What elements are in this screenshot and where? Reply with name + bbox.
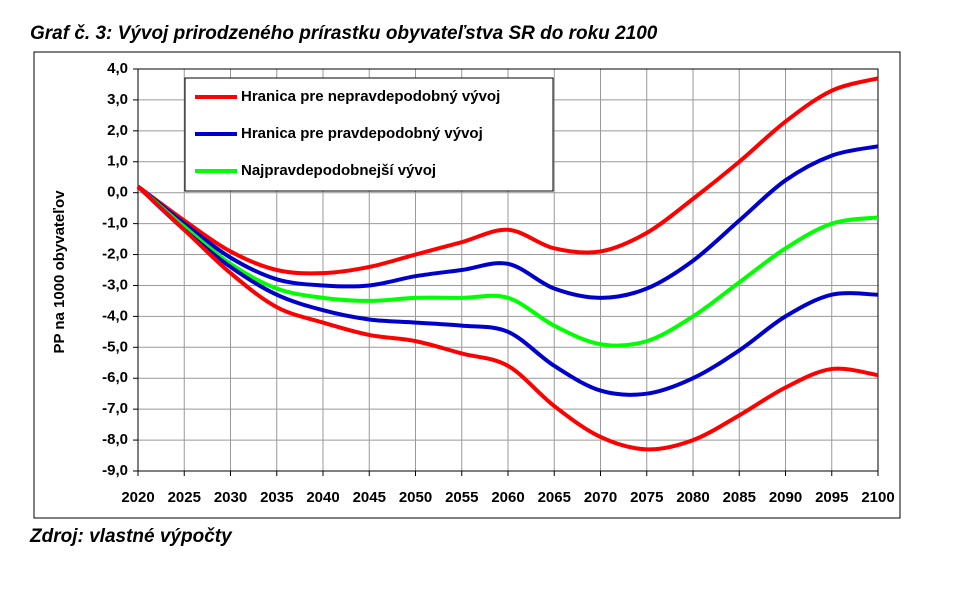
y-tick-label: 0,0	[107, 184, 128, 201]
chart-title: Graf č. 3: Vývoj prirodzeného prírastku …	[30, 23, 658, 44]
y-tick-label: -5,0	[102, 338, 128, 355]
y-tick-label: -8,0	[102, 431, 128, 448]
x-tick-label: 2040	[306, 489, 339, 506]
legend-label: Hranica pre pravdepodobný vývoj	[241, 125, 483, 142]
x-tick-label: 2045	[353, 489, 386, 506]
y-tick-label: -3,0	[102, 276, 128, 293]
y-tick-label: -1,0	[102, 215, 128, 232]
x-tick-label: 2020	[121, 489, 154, 506]
y-tick-label: -9,0	[102, 462, 128, 479]
source-note: Zdroj: vlastné výpočty	[29, 526, 233, 547]
x-tick-label: 2080	[676, 489, 709, 506]
legend-box	[184, 77, 554, 192]
series-line	[136, 185, 879, 452]
x-tick-label: 2065	[538, 489, 571, 506]
x-tick-label: 2100	[861, 489, 894, 506]
y-tick-label: 1,0	[107, 153, 128, 170]
legend-label: Hranica pre nepravdepodobný vývoj	[241, 88, 500, 105]
x-tick-label: 2035	[260, 489, 293, 506]
series-line	[136, 76, 879, 276]
x-tick-label: 2070	[584, 489, 617, 506]
x-tick-label: 2025	[168, 489, 201, 506]
chart-frame	[33, 51, 901, 519]
y-tick-label: 4,0	[107, 60, 128, 77]
x-tick-label: 2060	[491, 489, 524, 506]
x-tick-label: 2075	[630, 489, 663, 506]
plot-area	[137, 68, 879, 472]
y-tick-label: -2,0	[102, 246, 128, 263]
y-axis-label: PP na 1000 obyvateľov	[51, 190, 68, 354]
y-tick-label: 3,0	[107, 91, 128, 108]
y-tick-label: 2,0	[107, 122, 128, 139]
x-tick-label: 2055	[445, 489, 478, 506]
y-tick-label: -6,0	[102, 369, 128, 386]
x-tick-label: 2095	[815, 489, 848, 506]
x-tick-label: 2090	[769, 489, 802, 506]
legend-label: Najpravdepodobnejší vývoj	[241, 162, 436, 179]
series-line	[136, 184, 879, 348]
series-line	[136, 185, 879, 397]
x-tick-label: 2030	[214, 489, 247, 506]
y-tick-label: -7,0	[102, 400, 128, 417]
x-tick-label: 2050	[399, 489, 432, 506]
y-tick-label: -4,0	[102, 307, 128, 324]
series-line	[136, 144, 879, 300]
x-tick-label: 2085	[723, 489, 756, 506]
